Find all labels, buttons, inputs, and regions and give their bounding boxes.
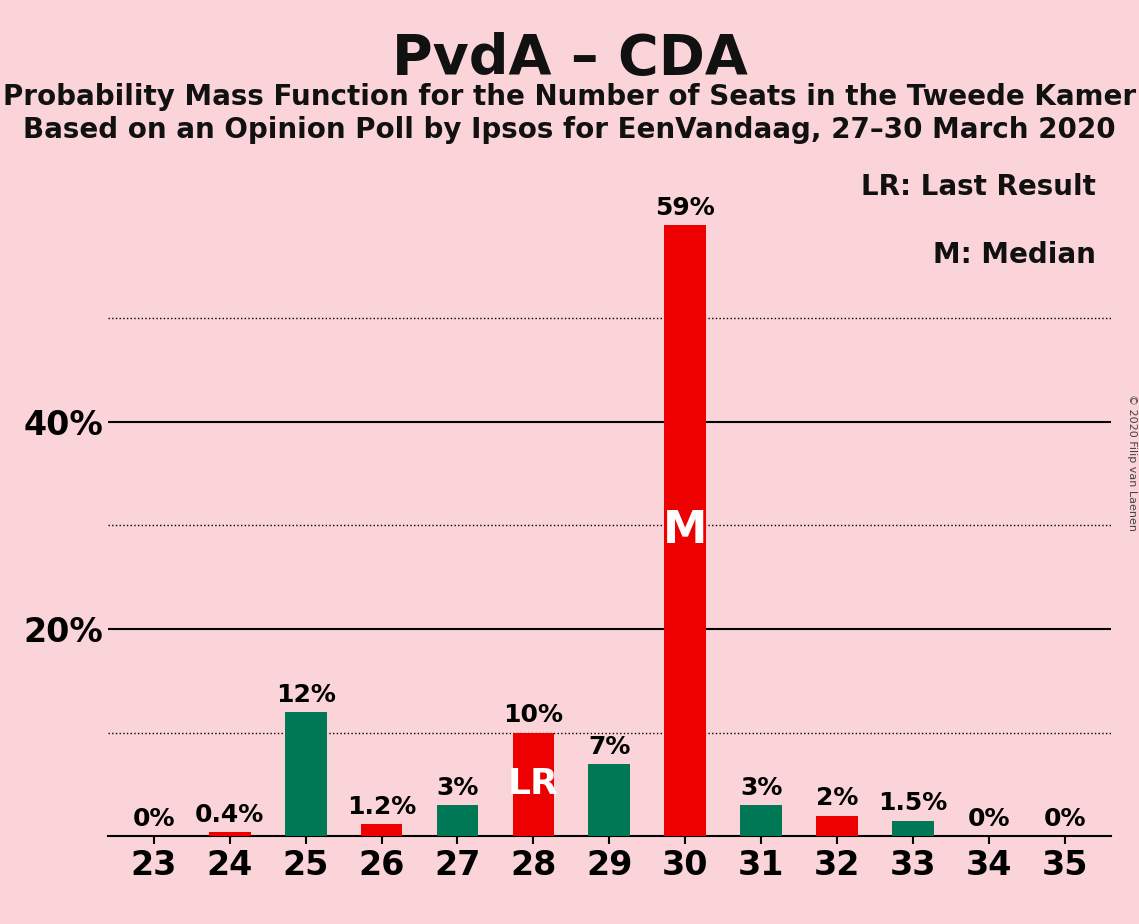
Text: 1.5%: 1.5%: [878, 792, 948, 816]
Bar: [513, 733, 555, 836]
Text: 0%: 0%: [132, 807, 175, 831]
Bar: [436, 805, 478, 836]
Bar: [208, 833, 251, 836]
Bar: [361, 824, 402, 836]
Text: M: Median: M: Median: [933, 241, 1096, 270]
Text: 2%: 2%: [816, 786, 859, 810]
Text: 0%: 0%: [1043, 807, 1087, 831]
Text: LR: LR: [508, 768, 559, 801]
Bar: [892, 821, 934, 836]
Bar: [589, 764, 630, 836]
Text: M: M: [663, 509, 707, 553]
Text: 7%: 7%: [588, 735, 631, 759]
Bar: [817, 816, 858, 836]
Text: 0.4%: 0.4%: [195, 803, 264, 827]
Text: Based on an Opinion Poll by Ipsos for EenVandaag, 27–30 March 2020: Based on an Opinion Poll by Ipsos for Ee…: [23, 116, 1116, 143]
Text: 10%: 10%: [503, 703, 564, 727]
Bar: [740, 805, 782, 836]
Text: LR: Last Result: LR: Last Result: [861, 173, 1096, 201]
Text: Probability Mass Function for the Number of Seats in the Tweede Kamer: Probability Mass Function for the Number…: [3, 83, 1136, 111]
Bar: [664, 225, 706, 836]
Text: © 2020 Filip van Laenen: © 2020 Filip van Laenen: [1126, 394, 1137, 530]
Text: 59%: 59%: [655, 196, 715, 220]
Bar: [285, 711, 327, 836]
Text: 0%: 0%: [968, 807, 1010, 831]
Text: 1.2%: 1.2%: [347, 795, 416, 819]
Text: 12%: 12%: [276, 683, 336, 707]
Text: 3%: 3%: [436, 776, 478, 800]
Text: 3%: 3%: [740, 776, 782, 800]
Text: PvdA – CDA: PvdA – CDA: [392, 32, 747, 86]
